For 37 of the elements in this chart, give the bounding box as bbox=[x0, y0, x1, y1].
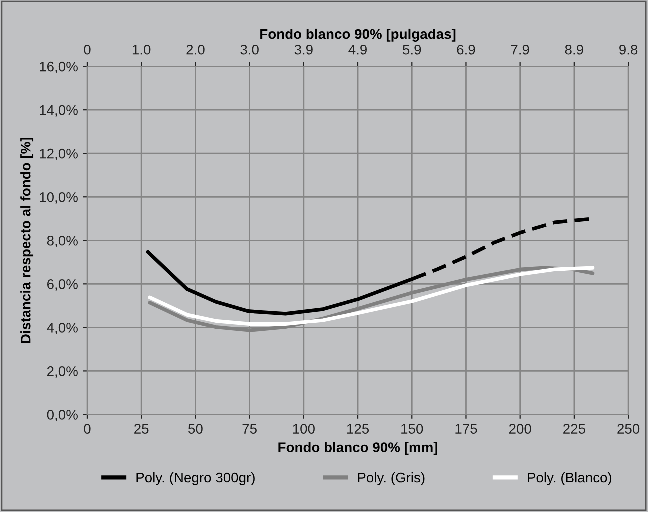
legend-label: Poly. (Negro 300gr) bbox=[136, 472, 255, 486]
x-tick-label: 0 bbox=[84, 424, 91, 434]
x2-tick-label: 6.9 bbox=[457, 44, 476, 55]
x-tick-label: 125 bbox=[347, 424, 370, 434]
x-tick-label: 250 bbox=[618, 424, 640, 434]
x-tick-label: 25 bbox=[134, 424, 149, 434]
x2-tick-label: 1.0 bbox=[132, 44, 151, 55]
y-tick-label: 16,0% bbox=[40, 62, 78, 74]
y-tick-label: 0,0% bbox=[47, 410, 78, 422]
x-tick-label: 150 bbox=[402, 424, 424, 434]
y-tick-label: 8,0% bbox=[47, 236, 78, 248]
x-tick-label: 75 bbox=[242, 424, 257, 434]
legend-label: Poly. (Blanco) bbox=[528, 472, 612, 486]
x2-axis-title: Fondo blanco 90% [pulgadas] bbox=[260, 28, 456, 42]
x2-tick-label: 5.9 bbox=[403, 44, 422, 55]
x2-tick-label: 8.9 bbox=[565, 44, 584, 55]
x2-tick-label: 3.9 bbox=[294, 44, 313, 55]
x-tick-label: 100 bbox=[293, 424, 315, 434]
x-tick-label: 175 bbox=[456, 424, 478, 434]
x2-tick-label: 4.9 bbox=[348, 44, 367, 55]
x2-tick-label: 7.9 bbox=[511, 44, 530, 55]
y-tick-label: 10,0% bbox=[40, 192, 78, 204]
x-tick-label: 50 bbox=[188, 424, 203, 434]
y-tick-label: 4,0% bbox=[47, 323, 78, 334]
x-axis-title: Fondo blanco 90% [mm] bbox=[278, 442, 438, 456]
y-axis-title: Distancia respecto al fondo [%] bbox=[20, 138, 34, 344]
x2-tick-label: 3.0 bbox=[240, 44, 259, 55]
x-tick-label: 225 bbox=[564, 424, 586, 434]
x2-tick-label: 2.0 bbox=[186, 44, 205, 55]
y-tick-label: 6,0% bbox=[48, 279, 78, 291]
y-tick-label: 2,0% bbox=[47, 366, 78, 378]
x2-tick-label: 0 bbox=[84, 44, 91, 55]
x-tick-label: 200 bbox=[509, 424, 532, 434]
x2-tick-label: 9.8 bbox=[620, 44, 638, 55]
y-tick-label: 12,0% bbox=[40, 148, 78, 160]
y-tick-label: 14,0% bbox=[40, 105, 78, 117]
legend-label: Poly. (Gris) bbox=[358, 472, 425, 486]
